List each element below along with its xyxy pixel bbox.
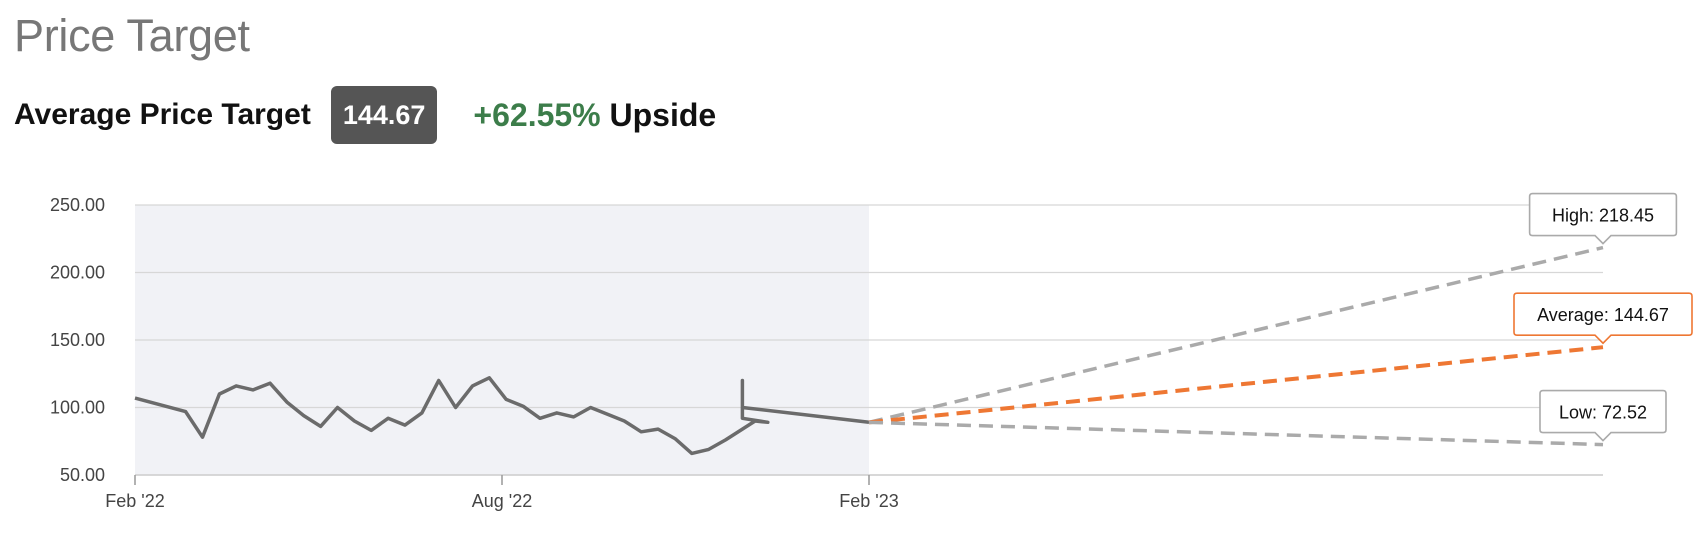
average-price-badge: 144.67: [330, 86, 438, 144]
average-price-target-label: Average Price Target: [14, 98, 311, 131]
high-target-tooltip-label: High: 218.45: [1552, 206, 1654, 226]
low-target-tooltip-label: Low: 72.52: [1559, 403, 1647, 423]
x-tick-label: Feb '22: [105, 491, 164, 511]
x-tick-label: Feb '23: [839, 491, 898, 511]
upside-percent: +62.55%: [473, 96, 601, 133]
page-title: Price Target: [14, 10, 250, 61]
high-target-line: [868, 245, 1604, 425]
y-tick-label: 50.00: [60, 465, 105, 485]
average-target-tooltip: [1513, 292, 1693, 345]
upside-indicator: +62.55% Upside: [473, 97, 716, 134]
low-target-tooltip: [1539, 389, 1667, 442]
y-tick-label: 200.00: [50, 263, 105, 283]
y-tick-label: 150.00: [50, 330, 105, 350]
price-target-summary: Average Price Target 144.67 +62.55% Upsi…: [14, 86, 716, 144]
upside-word: Upside: [609, 96, 717, 133]
low-target-line: [868, 420, 1604, 447]
x-tick-label: Aug '22: [472, 491, 533, 511]
average-target-line: [868, 345, 1604, 425]
price-history-line: [134, 376, 870, 456]
high-target-tooltip: [1528, 192, 1678, 245]
y-tick-label: 250.00: [50, 195, 105, 215]
average-target-tooltip-label: Average: 144.67: [1537, 305, 1669, 325]
y-tick-label: 100.00: [50, 398, 105, 418]
